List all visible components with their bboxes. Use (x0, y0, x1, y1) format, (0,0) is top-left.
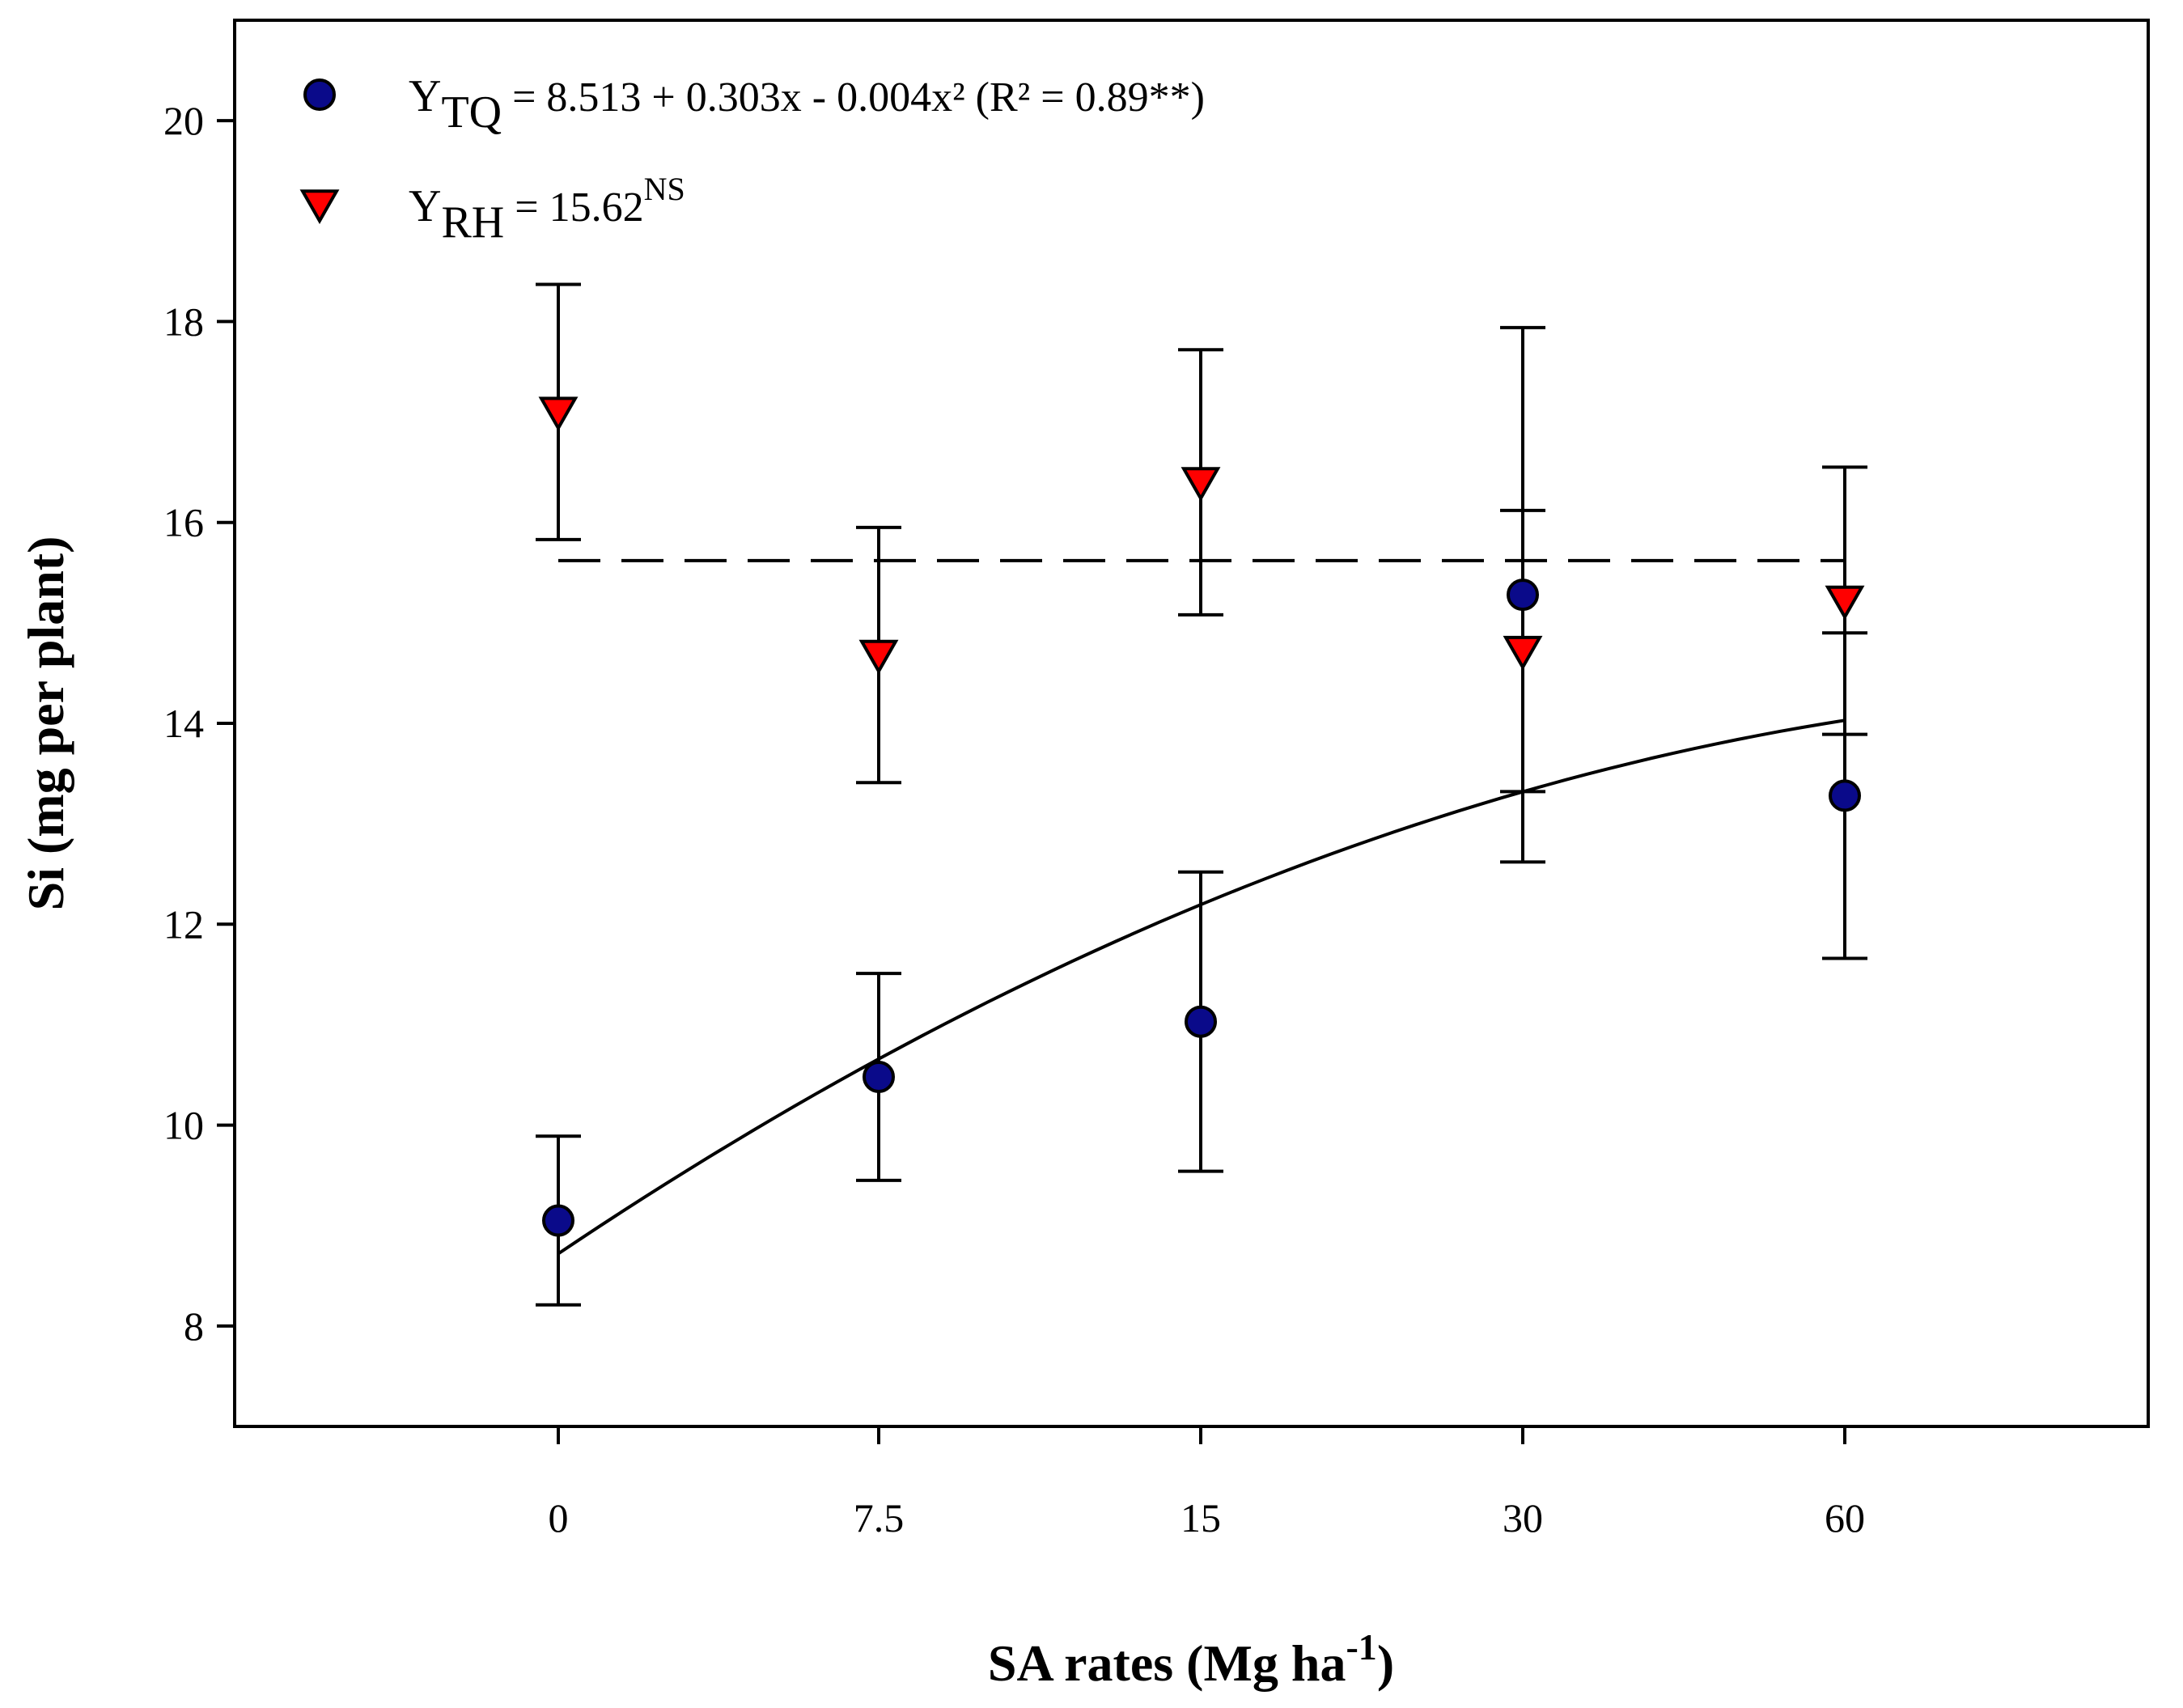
rh-point (1503, 635, 1543, 671)
y-tick-label: 12 (163, 901, 204, 947)
plot-frame (233, 19, 2150, 1428)
x-axis-title: SA rates (Mg ha-1) (988, 1626, 1394, 1692)
y-tick-label: 10 (163, 1103, 204, 1148)
legend: YTQ = 8.513 + 0.303x - 0.004x² (R² = 0.8… (299, 71, 1205, 248)
x-tick-label: 60 (1825, 1495, 1865, 1541)
rh-point (858, 639, 899, 675)
tq-point (1829, 779, 1861, 812)
x-tick-label: 15 (1181, 1495, 1221, 1541)
x-tick-label: 30 (1503, 1495, 1543, 1541)
legend-tq-label: YTQ = 8.513 + 0.303x - 0.004x² (R² = 0.8… (409, 71, 1205, 138)
rh-point (1181, 467, 1221, 502)
plot-marks: 8 10 12 14 16 18 20 0 7.5 15 30 60 SA rates (Mg ha-1… (17, 19, 2150, 1692)
rh-point (538, 396, 579, 432)
tq-point (542, 1204, 574, 1237)
y-axis-title: Si (mg per plant) (17, 536, 74, 911)
legend-rh-label: YRH = 15.62NS (409, 171, 685, 248)
y-tick-label: 20 (163, 98, 204, 143)
tq-point (1507, 579, 1539, 612)
legend-rh-marker (299, 189, 340, 224)
y-tick-label: 18 (163, 299, 204, 344)
rh-point (1825, 585, 1865, 621)
legend-tq-marker (303, 78, 336, 111)
y-tick-label: 16 (163, 500, 204, 545)
x-tick-label: 7.5 (854, 1495, 905, 1541)
y-tick-label: 14 (163, 701, 204, 746)
y-tick-label: 8 (184, 1303, 204, 1349)
x-tick-label: 0 (549, 1495, 569, 1541)
tq-point (1185, 1005, 1217, 1038)
tq-point (863, 1060, 895, 1093)
